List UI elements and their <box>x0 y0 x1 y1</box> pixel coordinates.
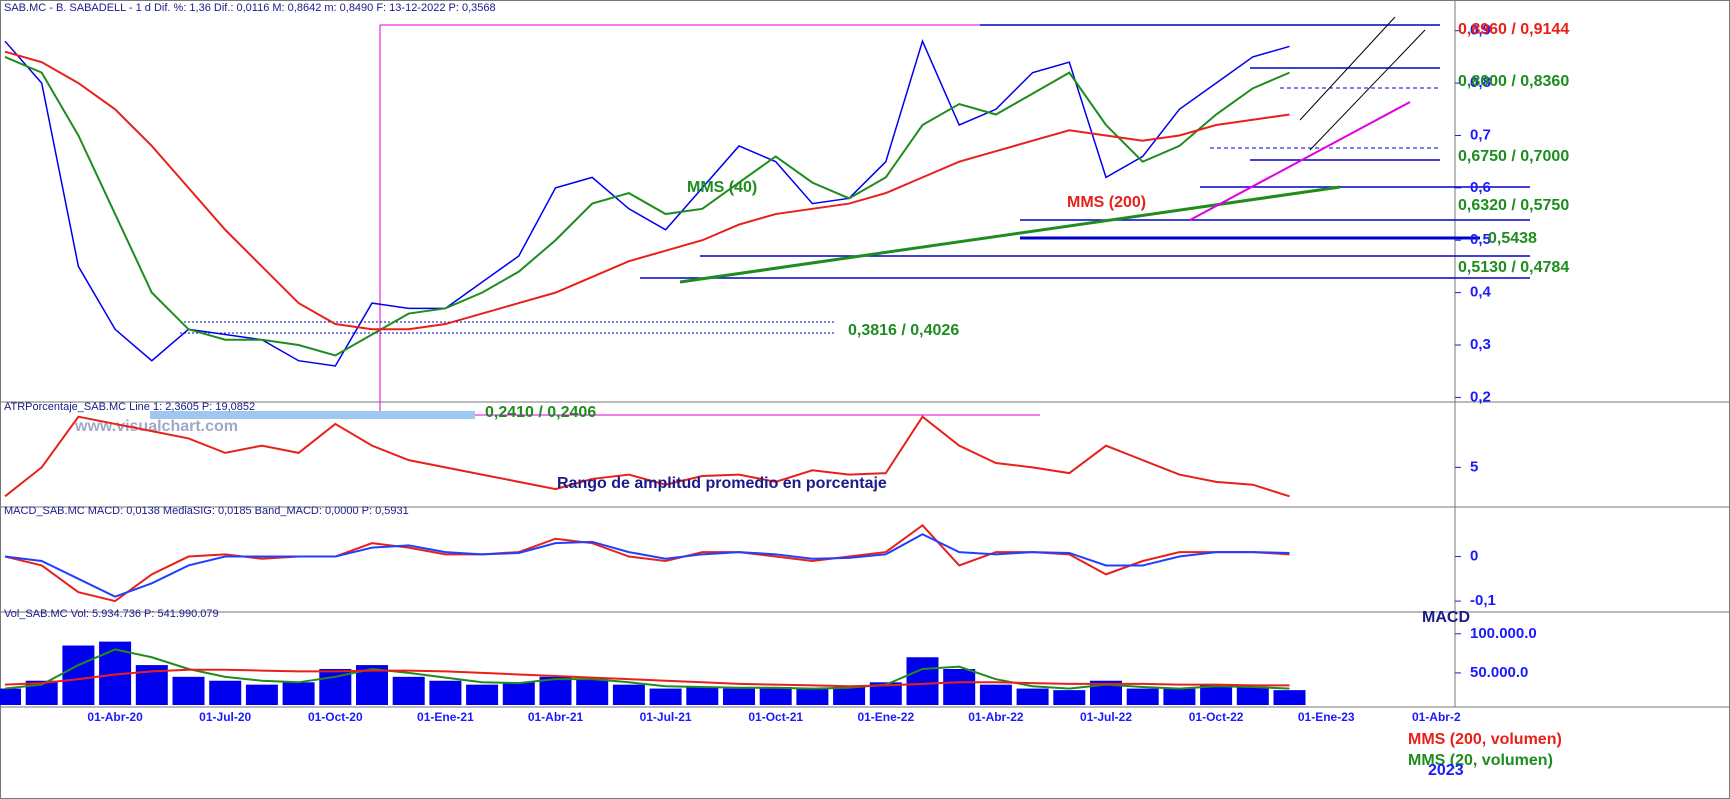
series-line <box>4 524 1290 603</box>
annotation: 0,5130 / 0,4784 <box>1458 259 1569 276</box>
y-tick-label: 0,5 <box>1470 231 1491 248</box>
series-line <box>4 55 1290 357</box>
volume-bar <box>466 684 499 705</box>
x-tick-label: 01-Oct-20 <box>308 710 363 724</box>
y-tick-label: 100.000.0 <box>1470 625 1537 642</box>
panel-title: SAB.MC - B. SABADELL - 1 d Dif. %: 1,36 … <box>4 2 496 14</box>
volume-bar <box>796 688 829 705</box>
volume-bar <box>1200 684 1233 705</box>
y-tick-label: 50.000.0 <box>1470 664 1528 681</box>
annotation: MMS (200) <box>1067 194 1146 211</box>
y-tick-label: 0 <box>1470 548 1478 565</box>
drawing-tools <box>150 16 1530 419</box>
annotation: MACD <box>1422 609 1470 626</box>
series-line <box>4 533 1290 598</box>
annotation: MMS (40) <box>687 179 757 196</box>
x-tick-label: 01-Abr-20 <box>87 710 143 724</box>
series-line <box>4 415 1290 498</box>
y-tick-label: 0,7 <box>1470 126 1491 143</box>
volume-bar <box>869 682 902 705</box>
x-tick-label: 01-Oct-21 <box>748 710 803 724</box>
volume-bar <box>1053 690 1086 705</box>
annotation: 0,5438 <box>1488 230 1537 247</box>
x-tick-label: 01-Abr-22 <box>968 710 1024 724</box>
annotation: 2023 <box>1428 762 1464 779</box>
volume-bar <box>62 645 95 705</box>
volume-bar <box>833 687 866 705</box>
annotation: 0,8000 / 0,8360 <box>1458 73 1569 90</box>
volume-bar <box>1273 690 1306 705</box>
volume-bar <box>502 682 535 705</box>
x-tick-label: 01-Abr-21 <box>528 710 584 724</box>
volume-bar <box>172 676 205 705</box>
panel-title: Vol_SAB.MC Vol: 5.934.736 P: 541.990.079 <box>4 608 219 620</box>
volume-bar <box>906 657 939 705</box>
volume-bar <box>0 688 21 705</box>
y-tick-label: 5 <box>1470 458 1478 475</box>
volume-bar <box>282 682 315 705</box>
volume-bar <box>1016 688 1049 705</box>
annotation: 0,6750 / 0,7000 <box>1458 148 1569 165</box>
annotation: www.visualchart.com <box>74 418 238 435</box>
annotation: 0,2410 / 0,2406 <box>485 404 596 421</box>
series-line <box>4 668 1290 688</box>
x-tick-label: 01-Ene-22 <box>857 710 914 724</box>
annotation: Rango de amplitud promedio en porcentaje <box>557 475 887 492</box>
y-tick-label: 0,4 <box>1470 284 1492 301</box>
annotation: 0,8960 / 0,9144 <box>1458 21 1569 38</box>
series-line <box>4 50 1290 331</box>
x-tick-label: 01-Ene-21 <box>417 710 474 724</box>
volume-bar <box>1126 688 1159 705</box>
y-tick-label: -0,1 <box>1470 592 1496 609</box>
x-tick-label: 01-Ene-23 <box>1298 710 1355 724</box>
x-tick-label: 01-Oct-22 <box>1189 710 1244 724</box>
volume-bar <box>649 688 682 705</box>
y-tick-label: 0,2 <box>1470 388 1491 405</box>
y-tick-label: 0,8 <box>1470 74 1491 91</box>
series-line <box>4 648 1290 690</box>
panel-title: MACD_SAB.MC MACD: 0,0138 MediaSIG: 0,018… <box>4 505 409 517</box>
annotation: MMS (20, volumen) <box>1408 752 1553 769</box>
annotation: MMS (200, volumen) <box>1408 731 1562 748</box>
volume-bar <box>429 680 462 705</box>
y-tick-label: 0,6 <box>1470 179 1491 196</box>
volume-bar <box>392 676 425 705</box>
y-tick-label: 0,9 <box>1470 22 1491 39</box>
volume-bar <box>539 676 572 705</box>
volume-bar <box>759 687 792 705</box>
x-tick-label: 01-Jul-22 <box>1080 710 1132 724</box>
x-tick-label: 01-Jul-21 <box>640 710 692 724</box>
volume-bar <box>686 687 719 705</box>
volume-bar <box>1163 688 1196 705</box>
panel-title: ATRPorcentaje_SAB.MC Line 1: 2,3605 P: 1… <box>4 401 255 413</box>
volume-bar <box>576 679 609 705</box>
volume-bar <box>723 688 755 705</box>
volume-bar <box>612 684 645 705</box>
volume-bar <box>245 684 278 705</box>
annotation: 0,6320 / 0,5750 <box>1458 197 1569 214</box>
x-tick-label: 01-Abr-2 <box>1412 710 1461 724</box>
volume-bar <box>209 680 242 705</box>
annotation: 0,3816 / 0,4026 <box>848 322 959 339</box>
x-tick-label: 01-Jul-20 <box>199 710 251 724</box>
volume-bar <box>979 684 1012 705</box>
volume-bar <box>943 669 976 705</box>
y-tick-label: 0,3 <box>1470 336 1491 353</box>
volume-bar <box>1236 687 1269 705</box>
